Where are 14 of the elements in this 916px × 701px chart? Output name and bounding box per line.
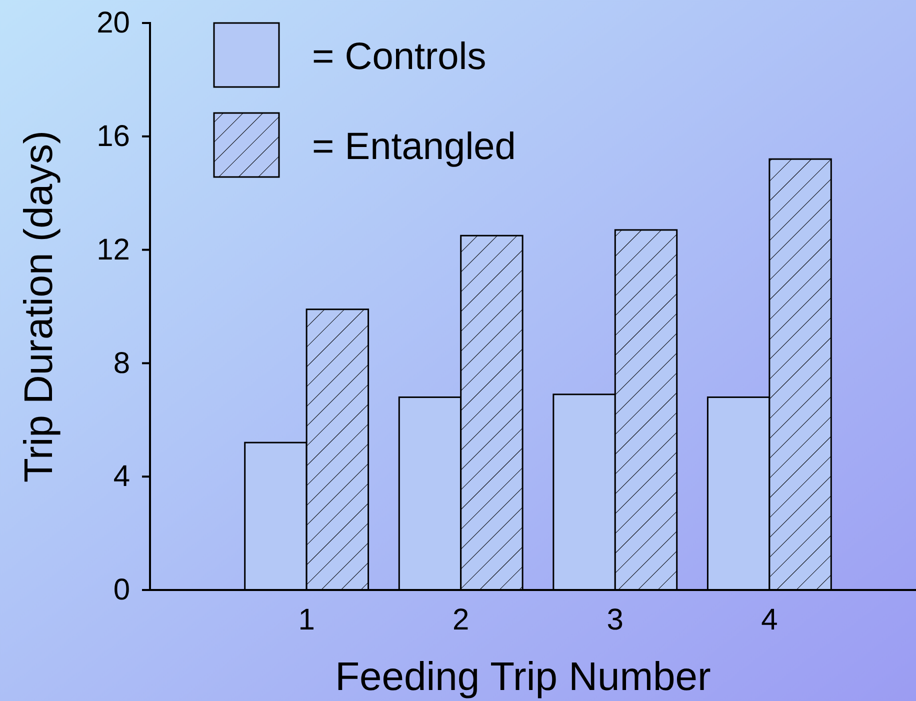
- legend-label: = Entangled: [312, 126, 516, 168]
- y-tick-label: 20: [96, 6, 130, 40]
- x-axis-title: Feeding Trip Number: [335, 655, 711, 699]
- x-tick-label: 2: [452, 603, 470, 636]
- x-tick-label: 4: [761, 603, 778, 636]
- y-axis-title: Trip Duration (days): [17, 130, 61, 482]
- y-tick-label: 12: [96, 233, 130, 266]
- y-tick-label: 4: [113, 460, 130, 494]
- y-tick-label: 8: [113, 346, 130, 380]
- y-tick-label: 16: [96, 120, 130, 153]
- legend-label: = Controls: [312, 36, 486, 78]
- x-tick-label: 3: [606, 603, 624, 636]
- y-tick-label: 0: [113, 574, 130, 607]
- x-tick-label: 1: [298, 603, 315, 636]
